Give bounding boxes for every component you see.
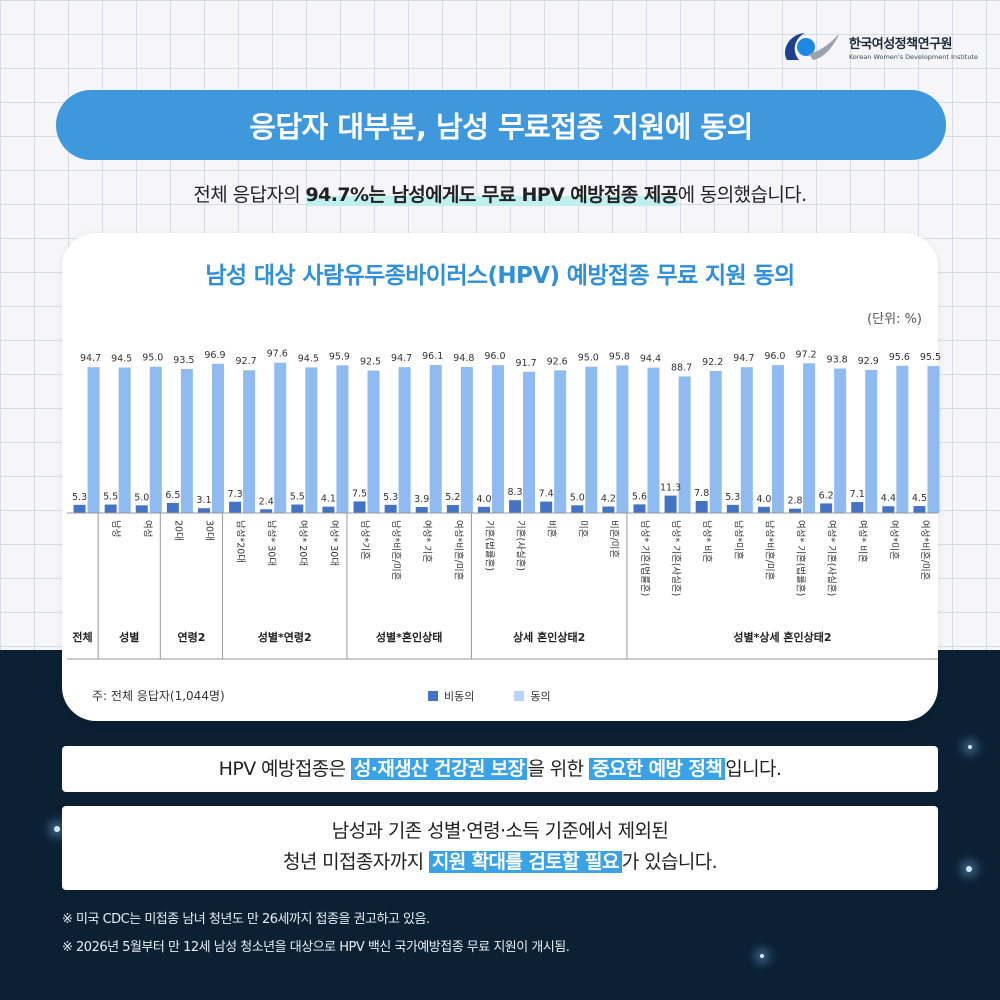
footnote-2: ※ 2026년 5월부터 만 12세 남성 청소년을 대상으로 HPV 백신 국… xyxy=(62,940,570,955)
logo-name-english: Korean Women's Development Institute xyxy=(848,53,978,61)
box1-highlight-1: 성·재생산 건강권 보장 xyxy=(350,758,528,780)
box1-post: 입니다. xyxy=(725,758,782,780)
box2-line2-post: 가 있습니다. xyxy=(621,851,718,873)
chart-card xyxy=(62,233,938,721)
box2-line-2: 청년 미접종자까지 지원 확대를 검토할 필요 가 있습니다. xyxy=(62,847,938,878)
summary-highlight: 94.7%는 남성에게도 무료 HPV 예방접종 제공 xyxy=(305,184,678,206)
legend-label-disagree: 비동의 xyxy=(444,690,475,703)
footnote-1: ※ 미국 CDC는 미접종 남녀 청년도 만 26세까지 접종을 권고하고 있음… xyxy=(62,912,430,927)
sparkle-decoration xyxy=(760,954,764,958)
legend-label-agree: 동의 xyxy=(530,690,551,703)
policy-box-1: HPV 예방접종은 성·재생산 건강권 보장 을 위한 중요한 예방 정책 입니다. xyxy=(62,746,938,792)
legend-item-agree: 동의 xyxy=(514,688,551,704)
legend-swatch-agree xyxy=(514,691,525,701)
chart-title: 남성 대상 사람유두종바이러스(HPV) 예방접종 무료 지원 동의 xyxy=(205,263,795,289)
sparkle-decoration xyxy=(966,866,972,872)
chart-note: 주: 전체 응답자(1,044명) xyxy=(92,689,225,703)
box2-line2-pre: 청년 미접종자까지 xyxy=(282,851,429,873)
box1-pre: HPV 예방접종은 xyxy=(218,758,351,780)
logo: 한국여성정책연구원 Korean Women's Development Ins… xyxy=(779,30,978,64)
box2-line-1: 남성과 기존 성별·연령·소득 기준에서 제외된 xyxy=(331,820,669,842)
box2-highlight: 지원 확대를 검토할 필요 xyxy=(428,851,622,873)
summary-text: 전체 응답자의 94.7%는 남성에게도 무료 HPV 예방접종 제공에 동의했… xyxy=(0,180,1000,207)
sparkle-decoration xyxy=(968,745,972,749)
page-title: 응답자 대부분, 남성 무료접종 지원에 동의 xyxy=(56,90,946,160)
legend-item-disagree: 비동의 xyxy=(428,688,474,704)
summary-pre: 전체 응답자의 xyxy=(193,184,306,206)
chart-legend: 비동의 동의 xyxy=(428,688,551,704)
logo-mark-icon xyxy=(784,33,839,60)
box1-mid: 을 위한 xyxy=(527,758,590,780)
policy-box-2: 남성과 기존 성별·연령·소득 기준에서 제외된 청년 미접종자까지 지원 확대… xyxy=(62,806,938,890)
summary-post: 에 동의했습니다. xyxy=(677,184,808,206)
chart-unit: (단위: %) xyxy=(867,312,922,327)
legend-swatch-disagree xyxy=(428,691,438,701)
sparkle-decoration xyxy=(54,826,60,832)
logo-name-korean: 한국여성정책연구원 xyxy=(848,37,953,52)
box1-highlight-2: 중요한 예방 정책 xyxy=(589,758,726,780)
